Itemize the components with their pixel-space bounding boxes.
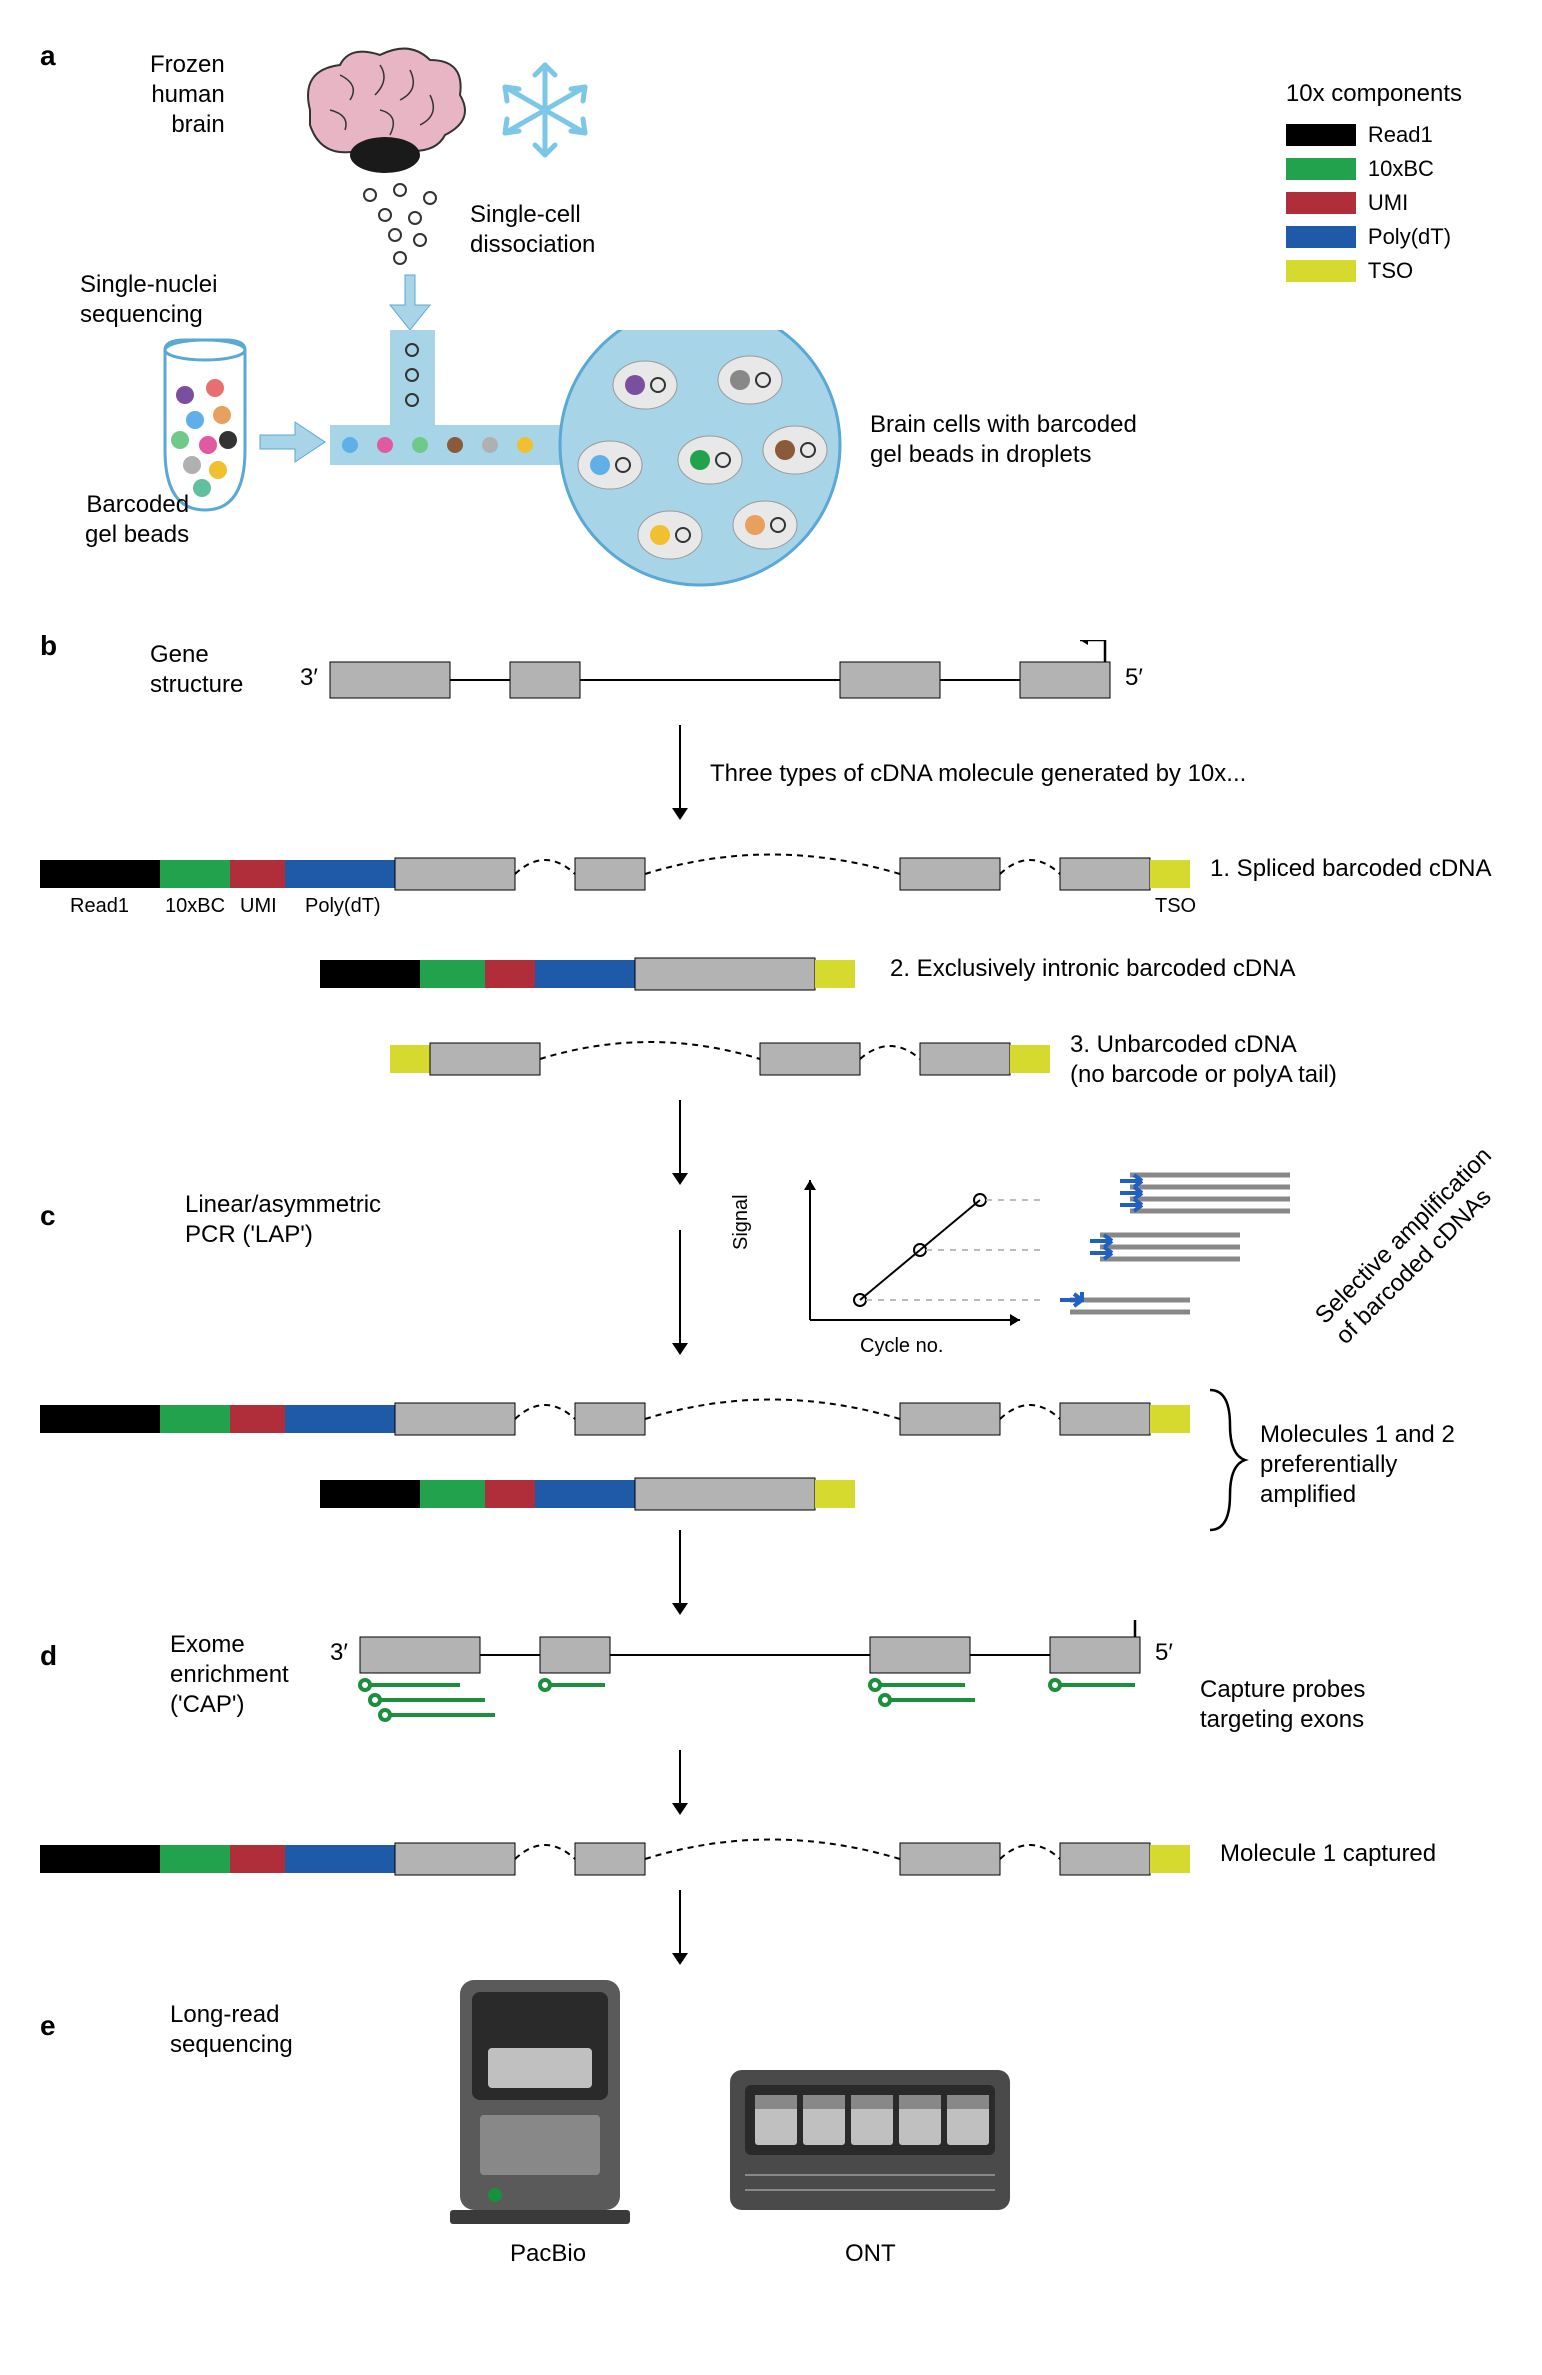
legend-label: Read1 bbox=[1368, 122, 1433, 148]
brace-icon bbox=[1200, 1385, 1250, 1535]
beads-label: Barcoded gel beads bbox=[85, 490, 189, 550]
gene-structure-diagram: 3′ 5′ bbox=[300, 640, 1200, 730]
panel-c-label: c bbox=[40, 1200, 56, 1232]
lap-result-label: Molecules 1 and 2 preferentially amplifi… bbox=[1260, 1420, 1455, 1510]
read1-label: Read1 bbox=[70, 895, 129, 918]
captured-molecule bbox=[40, 1830, 1200, 1885]
xaxis-label: Cycle no. bbox=[860, 1335, 943, 1358]
brain-icon bbox=[280, 40, 480, 190]
arrow-down-icon bbox=[660, 1530, 700, 1620]
yaxis-label: Signal bbox=[730, 1194, 753, 1250]
transition-label: Three types of cDNA molecule generated b… bbox=[710, 760, 1246, 788]
legend-swatch bbox=[1286, 192, 1356, 214]
legend-swatch bbox=[1286, 158, 1356, 180]
legend-label: TSO bbox=[1368, 258, 1413, 284]
pacbio-label: PacBio bbox=[510, 2240, 586, 2268]
svg-text:3′: 3′ bbox=[300, 664, 318, 691]
panel-a-label: a bbox=[40, 40, 56, 72]
cdna-type3 bbox=[390, 1030, 1140, 1090]
legend-label: UMI bbox=[1368, 190, 1408, 216]
ont-icon bbox=[720, 2040, 1020, 2240]
brain-label: Frozen human brain bbox=[150, 50, 225, 140]
captured-label: Molecule 1 captured bbox=[1220, 1840, 1436, 1868]
legend-swatch bbox=[1286, 260, 1356, 282]
legend-item: Poly(dT) bbox=[1286, 224, 1462, 250]
type1-label: 1. Spliced barcoded cDNA bbox=[1210, 855, 1491, 883]
svg-text:3′: 3′ bbox=[330, 1639, 348, 1666]
bc10x-label: 10xBC bbox=[165, 895, 225, 918]
tso-label: TSO bbox=[1155, 895, 1196, 918]
panel-b-label: b bbox=[40, 630, 57, 662]
seq-title: Long-read sequencing bbox=[170, 2000, 293, 2060]
cdna-type2 bbox=[320, 950, 920, 1000]
lap-title: Linear/asymmetric PCR ('LAP') bbox=[185, 1190, 381, 1250]
arrow-down-icon bbox=[660, 1890, 700, 1970]
polydt-label: Poly(dT) bbox=[305, 895, 381, 918]
type2-label: 2. Exclusively intronic barcoded cDNA bbox=[890, 955, 1296, 983]
legend-item: 10xBC bbox=[1286, 156, 1462, 182]
microfluidic-diagram bbox=[140, 330, 900, 610]
umi-label: UMI bbox=[240, 895, 277, 918]
nuclei-scatter bbox=[340, 180, 480, 340]
cap-title: Exome enrichment ('CAP') bbox=[170, 1630, 289, 1720]
snowflake-icon bbox=[490, 55, 600, 165]
pacbio-icon bbox=[440, 1970, 640, 2250]
sequencing-label: Single-nuclei sequencing bbox=[80, 270, 217, 330]
legend-item: TSO bbox=[1286, 258, 1462, 284]
legend-title: 10x components bbox=[1286, 80, 1462, 108]
panel-d-label: d bbox=[40, 1640, 57, 1672]
type3-label: 3. Unbarcoded cDNA (no barcode or polyA … bbox=[1070, 1030, 1337, 1090]
legend-label: 10xBC bbox=[1368, 156, 1434, 182]
droplet-label: Brain cells with barcoded gel beads in d… bbox=[870, 410, 1137, 470]
legend: 10x components Read1 10xBC UMI Poly(dT) TSO bbox=[1286, 80, 1462, 292]
lap-chart bbox=[770, 1160, 1050, 1350]
dissociation-label: Single-cell dissociation bbox=[470, 200, 595, 260]
lap-result-type2 bbox=[320, 1470, 920, 1520]
legend-swatch bbox=[1286, 124, 1356, 146]
probes-label: Capture probes targeting exons bbox=[1200, 1675, 1365, 1735]
arrow-down-icon bbox=[660, 725, 700, 825]
ont-label: ONT bbox=[845, 2240, 896, 2268]
arrow-down-icon bbox=[660, 1750, 700, 1820]
svg-text:5′: 5′ bbox=[1125, 664, 1143, 691]
gene-structure-label: Gene structure bbox=[150, 640, 243, 700]
panel-e-label: e bbox=[40, 2010, 56, 2042]
arrow-down-icon bbox=[660, 1230, 700, 1360]
svg-text:5′: 5′ bbox=[1155, 1639, 1173, 1666]
legend-label: Poly(dT) bbox=[1368, 224, 1451, 250]
arrow-down-icon bbox=[660, 1100, 700, 1190]
lap-result-type1 bbox=[40, 1390, 1200, 1445]
cap-gene-diagram: 3′ 5′ bbox=[330, 1620, 1230, 1760]
legend-item: Read1 bbox=[1286, 122, 1462, 148]
legend-swatch bbox=[1286, 226, 1356, 248]
legend-item: UMI bbox=[1286, 190, 1462, 216]
amplification-stacks bbox=[1060, 1160, 1320, 1350]
